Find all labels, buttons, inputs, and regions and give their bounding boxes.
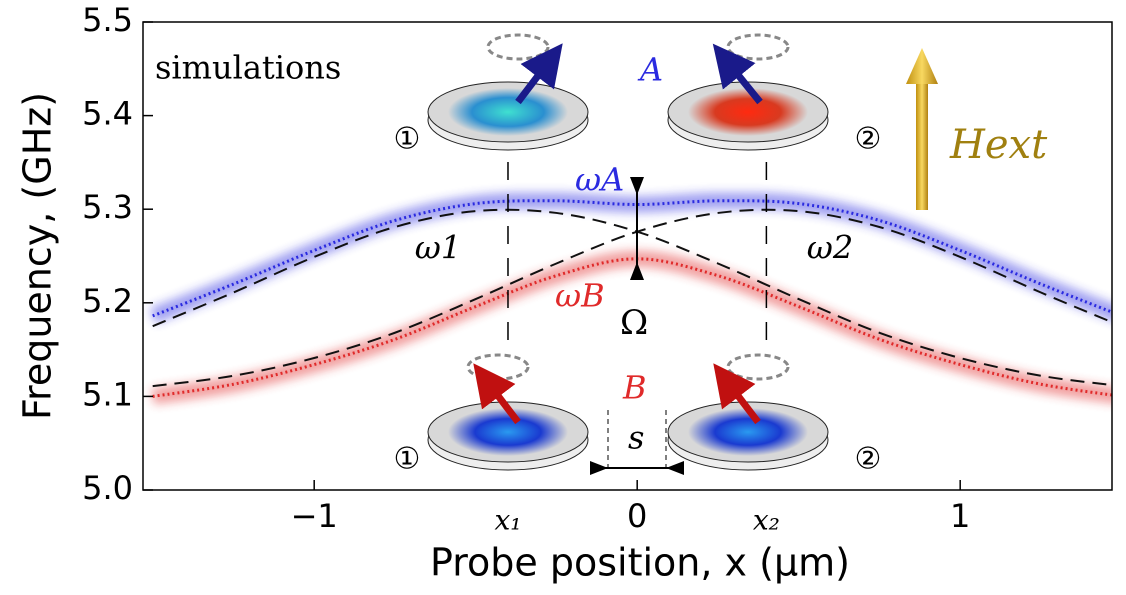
- disk-illustrations: [427, 33, 938, 475]
- disk-label: ①: [394, 122, 421, 157]
- x-tick-label: 1: [950, 497, 970, 535]
- splitting-label: Ω: [620, 303, 648, 343]
- series-label: ωA: [575, 161, 624, 199]
- disk-label: ②: [855, 442, 882, 477]
- mode-label: B: [622, 369, 647, 407]
- y-tick-label: 5.0: [82, 469, 133, 507]
- series-label: ω1: [415, 229, 461, 267]
- y-axis-label: Frequency, (GHz): [16, 92, 60, 420]
- x-axis-label: Probe position, x (μm): [430, 541, 850, 585]
- x-tick-label: −1: [291, 497, 338, 535]
- series-line: [152, 199, 1112, 318]
- disk-label: ①: [394, 442, 421, 477]
- y-tick-label: 5.4: [82, 95, 133, 133]
- y-tick-label: 5.3: [82, 188, 133, 226]
- x-tick-label: 0: [627, 497, 647, 535]
- position-label: x₁: [494, 504, 521, 537]
- field-label: Hext: [949, 122, 1048, 168]
- plot-frame: [142, 21, 1113, 491]
- disk-label: ②: [855, 122, 882, 157]
- series-label: ωB: [555, 277, 605, 315]
- position-label: x₂: [753, 504, 780, 537]
- mode-label: A: [637, 51, 663, 89]
- y-tick-label: 5.2: [82, 282, 133, 320]
- y-tick-label: 5.1: [82, 375, 133, 413]
- separation-label: s: [628, 419, 644, 457]
- series-label: ω2: [807, 229, 853, 267]
- y-tick-label: 5.5: [82, 1, 133, 39]
- annotation: simulations: [155, 49, 341, 87]
